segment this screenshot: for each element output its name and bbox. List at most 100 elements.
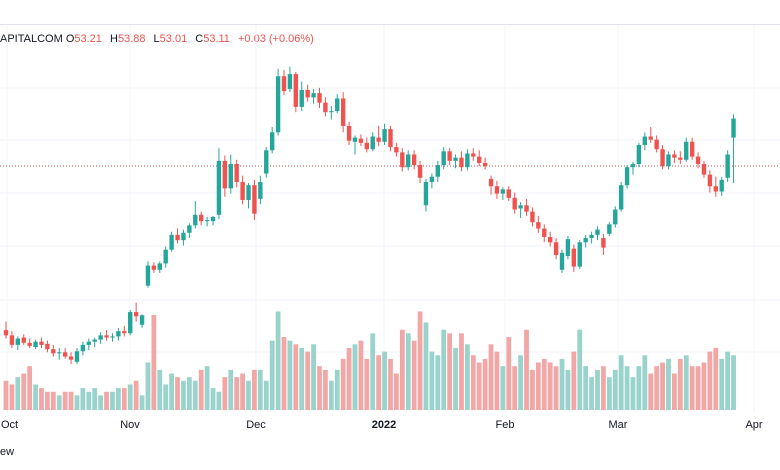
candle-body: [731, 118, 736, 138]
volume-bar: [648, 373, 654, 410]
volume-bar: [269, 340, 275, 410]
candle-body: [234, 164, 239, 182]
candle-body: [488, 178, 494, 187]
volume-bar: [506, 337, 512, 410]
candle-body: [382, 129, 387, 142]
volume-bar: [157, 369, 163, 410]
volume-bar: [228, 369, 234, 410]
candle: [453, 154, 458, 169]
candle: [275, 68, 281, 136]
candle: [417, 160, 423, 184]
candle-body: [216, 160, 222, 215]
volume-bar: [606, 377, 612, 410]
footer-text[interactable]: ew: [0, 446, 15, 458]
candle-body: [482, 162, 488, 167]
low-label: L: [153, 33, 160, 45]
volume-bar: [630, 377, 636, 410]
volume-bar: [642, 355, 648, 410]
volume-bar: [547, 362, 553, 410]
high-label: H: [109, 33, 118, 45]
candle: [169, 231, 174, 252]
candle-body: [636, 144, 642, 165]
candle: [500, 187, 506, 200]
candle-body: [346, 125, 352, 141]
candle-body: [530, 211, 535, 223]
x-tick-label: 2022: [372, 419, 396, 431]
volume-bar: [9, 384, 15, 410]
candle: [45, 340, 50, 353]
candle: [471, 148, 476, 161]
volume-bar: [429, 351, 435, 410]
candle-body: [624, 167, 630, 186]
candle-body: [547, 237, 553, 243]
candle: [370, 132, 375, 152]
candle: [678, 151, 683, 165]
candle: [382, 123, 387, 145]
candle-body: [352, 137, 358, 142]
candle: [287, 66, 293, 93]
candle-body: [204, 220, 210, 222]
candle: [488, 175, 494, 195]
candle-body: [459, 157, 464, 168]
candle: [281, 69, 287, 96]
volume-bar: [411, 340, 417, 410]
candle: [74, 348, 80, 364]
candle: [595, 226, 600, 241]
candle-body: [601, 238, 606, 248]
candle-body: [577, 242, 582, 267]
candle-body: [133, 312, 139, 317]
candle-body: [329, 111, 334, 113]
candle-body: [553, 242, 559, 255]
symbol-label: APITALCOM: [0, 33, 63, 45]
volume-bar: [346, 347, 352, 410]
volume-bar: [476, 362, 482, 410]
candle-body: [269, 132, 275, 151]
candle: [482, 157, 488, 170]
volume-bar: [470, 355, 476, 410]
candle-body: [151, 265, 157, 270]
candle: [624, 165, 630, 189]
high-value: 53.88: [117, 33, 146, 45]
candle: [583, 234, 588, 248]
volume-bar: [464, 344, 470, 410]
candle: [441, 147, 446, 170]
candle-body: [500, 189, 506, 194]
candle-body: [394, 147, 399, 153]
candle-body: [595, 229, 600, 235]
candle-body: [435, 165, 440, 177]
candle: [654, 135, 659, 153]
candle-body: [695, 156, 701, 165]
candle-body: [340, 98, 346, 126]
candle-body: [518, 205, 523, 209]
candle: [128, 309, 133, 336]
candle-body: [583, 238, 588, 243]
candle-body: [536, 222, 541, 229]
candle: [3, 321, 9, 339]
candle: [394, 142, 399, 157]
volume-bar: [80, 388, 86, 410]
volume-bar: [21, 373, 27, 410]
candle: [27, 338, 32, 349]
volume-bar: [524, 329, 529, 410]
volume-bar: [252, 369, 257, 410]
candle: [98, 332, 103, 344]
candle-body: [684, 141, 689, 160]
candle: [630, 161, 636, 175]
candle-body: [299, 89, 304, 107]
volume-bar: [713, 347, 719, 410]
candle-body: [335, 98, 340, 112]
volume-bar: [216, 391, 222, 410]
candle: [536, 215, 541, 233]
candle: [104, 330, 109, 341]
candle: [607, 222, 612, 236]
candle-body: [21, 337, 26, 343]
candle: [689, 137, 695, 160]
volume-bar: [234, 377, 240, 410]
volume-bar: [612, 369, 618, 410]
candle-body: [3, 330, 9, 336]
candle-body: [689, 141, 695, 157]
volume-bar: [512, 366, 518, 410]
candle: [216, 148, 222, 220]
volume-bar: [453, 347, 458, 410]
